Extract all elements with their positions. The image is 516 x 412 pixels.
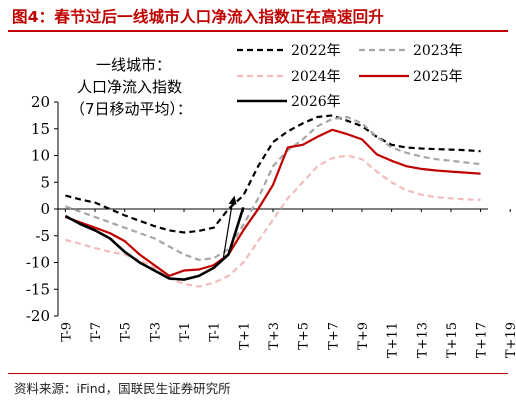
x-tick-label: T+17	[475, 322, 490, 358]
source-rule	[8, 373, 508, 374]
series-line-2022	[65, 114, 481, 234]
y-tick-label: 20	[31, 93, 50, 111]
annotation-line-2: 人口净流入指数	[77, 78, 182, 96]
legend-label: 2023年	[413, 43, 463, 59]
y-tick-label: 10	[31, 147, 50, 165]
arrow-annotation	[222, 195, 237, 258]
series-line-2025	[65, 128, 481, 277]
source-note: 资料来源：iFind，国联民生证券研究所	[14, 381, 231, 396]
annotation-line-1: 一线城市：	[96, 56, 171, 74]
chart-title: 图4：春节过后一线城市人口净流入指数正在高速回升	[12, 8, 385, 26]
x-tick-label: T+7	[326, 322, 341, 350]
x-tick-label: T+5	[297, 322, 312, 350]
x-tick-label: T-7	[89, 322, 104, 342]
x-tick-label: T+3	[267, 322, 282, 350]
x-tick-label: T-9	[59, 322, 74, 342]
chart-series	[64, 114, 481, 288]
legend-label: 2025年	[413, 69, 463, 85]
x-tick-label: T-1	[178, 322, 193, 342]
series-line-2023	[65, 115, 481, 261]
arrow-shaft	[222, 201, 234, 258]
series-line-2026	[64, 207, 245, 281]
x-tick-label: T+19	[504, 322, 516, 358]
x-tick-label: T-3	[148, 322, 163, 342]
legend-label: 2026年	[291, 94, 341, 110]
x-tick-label: T+13	[415, 322, 430, 358]
y-tick-label: -15	[26, 280, 50, 298]
x-tick-label: T-1	[208, 322, 223, 342]
x-tick-label: T-5	[119, 322, 134, 342]
line-chart: -20 -15 -10 -5 0 5 10 15 20 T-9 T-7 T-5 T-3 T-1 T-1 T+1…	[26, 43, 516, 358]
chart-axes: -20 -15 -10 -5 0 5 10 15 20 T-9 T-7 T-5 T-3 T-1 T-1 T+1…	[26, 93, 516, 358]
y-tick-label: -20	[26, 307, 50, 325]
y-tick-label: 15	[31, 120, 50, 138]
series-line-2024	[65, 154, 481, 288]
annotation-line-3: （7日移动平均）：	[70, 100, 192, 118]
x-tick-label: T+1	[237, 322, 252, 350]
chart-annotation: 一线城市： 人口净流入指数 （7日移动平均）：	[70, 56, 192, 118]
arrow-head	[228, 195, 237, 205]
y-tick-label: 0	[40, 200, 50, 218]
x-tick-label: T+9	[356, 322, 371, 350]
x-tick-label: T+15	[445, 322, 460, 358]
chart-legend: 2022年 2023年 2024年 2025年 2026年	[237, 43, 463, 110]
legend-label: 2022年	[291, 43, 341, 59]
x-tick-label: T+11	[386, 322, 401, 358]
legend-label: 2024年	[291, 69, 341, 85]
title-rule	[8, 30, 508, 32]
y-tick-label: -10	[26, 254, 50, 272]
y-tick-label: 5	[40, 173, 50, 191]
y-tick-label: -5	[35, 227, 50, 245]
